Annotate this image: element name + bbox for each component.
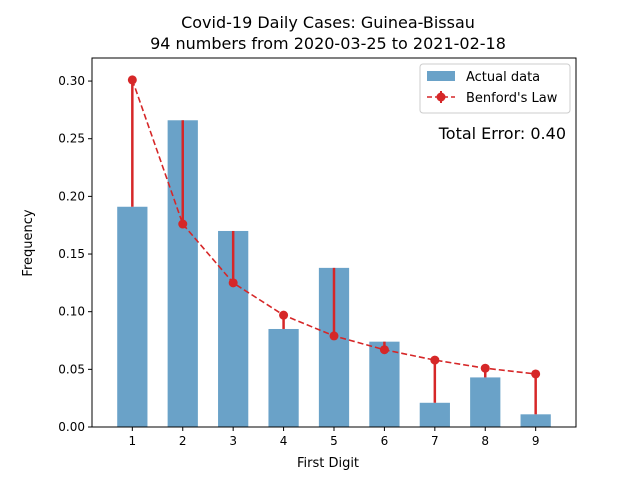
y-tick-label-0.20: 0.20 bbox=[58, 189, 85, 203]
bar-series bbox=[117, 120, 551, 428]
y-axis-label: Frequency bbox=[21, 209, 36, 276]
legend-actual-label: Actual data bbox=[466, 70, 540, 85]
chart-title: Covid-19 Daily Cases: Guinea-Bissau bbox=[181, 13, 475, 32]
bar-digit-7 bbox=[419, 402, 450, 427]
legend: Actual data Benford's Law bbox=[419, 63, 571, 114]
x-axis: 1 2 3 4 5 6 7 8 9 bbox=[129, 427, 540, 448]
legend-box bbox=[419, 63, 571, 114]
benford-point-digit-6 bbox=[379, 345, 389, 355]
bar-digit-4 bbox=[268, 328, 299, 427]
benford-point-digit-5 bbox=[329, 331, 339, 341]
x-tick-label-5: 5 bbox=[330, 434, 338, 448]
benford-point-digit-7 bbox=[430, 355, 440, 365]
chart-subtitle: 94 numbers from 2020-03-25 to 2021-02-18 bbox=[150, 34, 506, 53]
x-tick-label-7: 7 bbox=[431, 434, 439, 448]
y-tick-label-0.10: 0.10 bbox=[58, 305, 85, 319]
x-axis-label: First Digit bbox=[297, 456, 359, 471]
x-tick-label-2: 2 bbox=[179, 434, 187, 448]
y-tick-label-0.15: 0.15 bbox=[58, 247, 85, 261]
benford-point-digit-1 bbox=[127, 75, 137, 85]
y-tick-label-0.30: 0.30 bbox=[58, 74, 85, 88]
legend-benford-label: Benford's Law bbox=[466, 91, 558, 106]
y-tick-label-0.00: 0.00 bbox=[58, 420, 85, 434]
bar-digit-1 bbox=[117, 206, 148, 427]
y-tick-label-0.05: 0.05 bbox=[58, 362, 85, 376]
benford-point-digit-8 bbox=[480, 363, 490, 373]
total-error-annotation: Total Error: 0.40 bbox=[438, 124, 566, 143]
benford-series bbox=[127, 75, 541, 379]
bar-digit-8 bbox=[470, 377, 501, 427]
x-tick-label-4: 4 bbox=[280, 434, 288, 448]
bar-digit-6 bbox=[369, 341, 400, 427]
bar-digit-9 bbox=[520, 414, 551, 427]
benford-point-digit-3 bbox=[228, 278, 238, 288]
legend-benford-marker bbox=[436, 92, 446, 102]
legend-actual-swatch bbox=[427, 71, 455, 81]
y-tick-label-0.25: 0.25 bbox=[58, 132, 85, 146]
benford-point-digit-2 bbox=[178, 219, 188, 229]
x-tick-label-3: 3 bbox=[229, 434, 237, 448]
y-axis: 0.00 0.05 0.10 0.15 0.20 0.25 0.30 bbox=[58, 74, 92, 434]
x-tick-label-1: 1 bbox=[129, 434, 137, 448]
benford-point-digit-9 bbox=[531, 369, 541, 379]
x-tick-label-6: 6 bbox=[381, 434, 389, 448]
x-tick-label-8: 8 bbox=[481, 434, 489, 448]
benford-point-digit-4 bbox=[279, 310, 289, 320]
x-tick-label-9: 9 bbox=[532, 434, 540, 448]
